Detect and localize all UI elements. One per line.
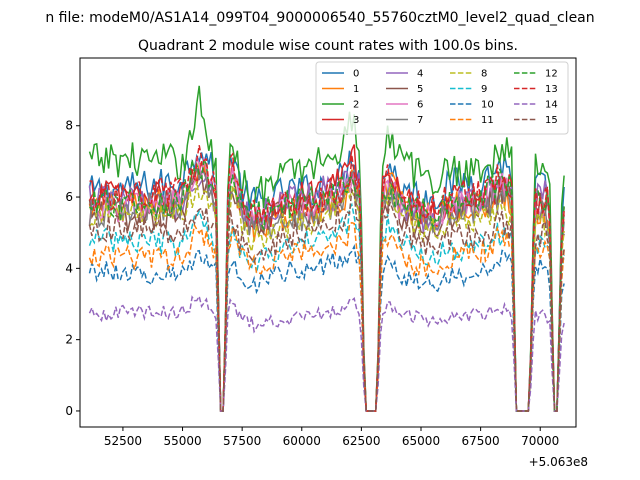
x-tick-label: 65000 bbox=[402, 434, 440, 448]
series-line-10 bbox=[88, 243, 565, 412]
legend-label-11: 11 bbox=[481, 115, 494, 126]
legend-label-4: 4 bbox=[417, 69, 423, 80]
series-line-2 bbox=[88, 85, 565, 412]
series-line-15 bbox=[88, 187, 565, 412]
x-axis: 52500 55000 57500 60000 62500 65000 67500 70000 bbox=[104, 427, 559, 448]
legend-label-3: 3 bbox=[353, 115, 359, 126]
legend-label-12: 12 bbox=[545, 69, 558, 80]
figure-suptitle: n file: modeM0/AS1A14_099T04_9000006540_… bbox=[45, 10, 594, 26]
x-tick-label: 57500 bbox=[223, 434, 261, 448]
legend-box bbox=[315, 61, 569, 135]
x-axis-offset-label: +5.063e8 bbox=[529, 455, 588, 469]
series-line-12 bbox=[88, 156, 565, 412]
x-tick-label: 60000 bbox=[283, 434, 321, 448]
axes-frame bbox=[79, 57, 577, 428]
legend-label-0: 0 bbox=[353, 69, 359, 80]
series-line-13 bbox=[88, 145, 565, 412]
legend-label-6: 6 bbox=[417, 100, 423, 111]
chart-title: Quadrant 2 module wise count rates with … bbox=[138, 38, 518, 54]
y-axis: 0 2 4 6 8 bbox=[65, 119, 80, 418]
legend-label-13: 13 bbox=[545, 84, 558, 95]
legend-label-10: 10 bbox=[481, 100, 494, 111]
legend-label-14: 14 bbox=[545, 100, 558, 111]
legend-label-15: 15 bbox=[545, 115, 558, 126]
x-tick-label: 52500 bbox=[104, 434, 142, 448]
legend-label-5: 5 bbox=[417, 84, 423, 95]
legend-label-2: 2 bbox=[353, 100, 359, 111]
x-tick-label: 55000 bbox=[163, 434, 201, 448]
series-line-7 bbox=[88, 164, 565, 412]
series-line-11 bbox=[88, 221, 565, 412]
y-tick-label: 2 bbox=[65, 333, 73, 347]
legend-label-9: 9 bbox=[481, 84, 487, 95]
legend-label-7: 7 bbox=[417, 115, 423, 126]
x-tick-label: 70000 bbox=[521, 434, 559, 448]
x-tick-label: 62500 bbox=[342, 434, 380, 448]
y-tick-label: 8 bbox=[65, 119, 73, 133]
series-line-14 bbox=[88, 294, 565, 412]
y-tick-label: 6 bbox=[65, 190, 73, 204]
y-tick-label: 4 bbox=[65, 261, 73, 275]
legend-label-8: 8 bbox=[481, 69, 487, 80]
legend-label-1: 1 bbox=[353, 84, 359, 95]
y-tick-label: 0 bbox=[65, 404, 73, 418]
series-layer bbox=[88, 85, 565, 412]
x-tick-label: 67500 bbox=[462, 434, 500, 448]
series-line-9 bbox=[88, 202, 565, 412]
